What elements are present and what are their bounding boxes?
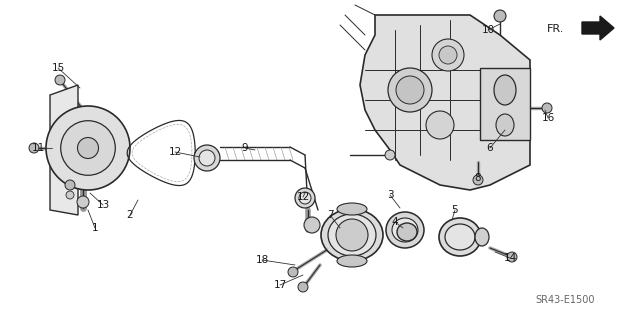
Text: SR43-E1500: SR43-E1500: [535, 295, 595, 305]
Ellipse shape: [445, 224, 475, 250]
Circle shape: [439, 46, 457, 64]
Circle shape: [194, 145, 220, 171]
Text: 7: 7: [326, 210, 333, 220]
Text: 11: 11: [31, 143, 45, 153]
Ellipse shape: [321, 209, 383, 261]
Circle shape: [385, 150, 395, 160]
Ellipse shape: [337, 203, 367, 215]
Text: 1: 1: [92, 223, 99, 233]
Text: 3: 3: [387, 190, 394, 200]
Ellipse shape: [494, 75, 516, 105]
Text: 12: 12: [296, 192, 310, 202]
Circle shape: [295, 188, 315, 208]
Circle shape: [336, 219, 368, 251]
Ellipse shape: [397, 223, 417, 241]
Circle shape: [396, 76, 424, 104]
Text: 15: 15: [51, 63, 65, 73]
Text: 9: 9: [242, 143, 248, 153]
Circle shape: [288, 267, 298, 277]
Text: FR.: FR.: [547, 24, 564, 34]
Ellipse shape: [475, 228, 489, 246]
Circle shape: [77, 196, 89, 208]
Circle shape: [494, 10, 506, 22]
Ellipse shape: [392, 218, 418, 242]
Text: 18: 18: [255, 255, 269, 265]
Circle shape: [29, 143, 39, 153]
Ellipse shape: [386, 212, 424, 248]
Text: 2: 2: [127, 210, 133, 220]
Ellipse shape: [496, 114, 514, 136]
Circle shape: [542, 103, 552, 113]
Text: 4: 4: [392, 217, 398, 227]
Circle shape: [66, 191, 74, 199]
Circle shape: [299, 192, 311, 204]
Ellipse shape: [328, 214, 376, 256]
Circle shape: [426, 111, 454, 139]
Circle shape: [388, 68, 432, 112]
Polygon shape: [360, 15, 530, 190]
Text: 10: 10: [481, 25, 495, 35]
Circle shape: [199, 150, 215, 166]
Circle shape: [432, 39, 464, 71]
Circle shape: [61, 121, 115, 175]
Polygon shape: [582, 16, 614, 40]
Circle shape: [298, 282, 308, 292]
Text: 13: 13: [97, 200, 109, 210]
Text: 17: 17: [273, 280, 287, 290]
Text: 5: 5: [452, 205, 458, 215]
Text: 8: 8: [475, 173, 481, 183]
Circle shape: [507, 252, 517, 262]
Text: 16: 16: [541, 113, 555, 123]
Circle shape: [55, 75, 65, 85]
Polygon shape: [480, 68, 530, 140]
Circle shape: [304, 217, 320, 233]
Circle shape: [77, 137, 99, 159]
Text: 14: 14: [504, 253, 516, 263]
Circle shape: [46, 106, 130, 190]
Ellipse shape: [439, 218, 481, 256]
Text: 12: 12: [168, 147, 182, 157]
Polygon shape: [50, 85, 78, 215]
Text: 6: 6: [486, 143, 493, 153]
Ellipse shape: [337, 255, 367, 267]
Circle shape: [473, 175, 483, 185]
Circle shape: [65, 180, 75, 190]
